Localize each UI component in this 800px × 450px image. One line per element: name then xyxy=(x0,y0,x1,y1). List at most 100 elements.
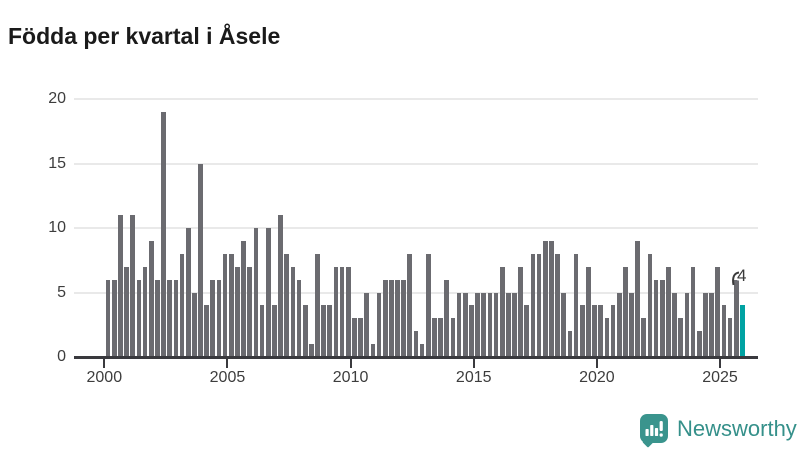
bar-2001-K4 xyxy=(148,241,154,357)
bar-2003-K2 xyxy=(185,228,191,357)
bar-2007-K2 xyxy=(284,253,290,357)
x-axis-tick-2005 xyxy=(226,358,229,368)
x-axis-tick-2015 xyxy=(472,358,475,368)
bar-2019-K1 xyxy=(573,253,579,357)
bar-2009-K2 xyxy=(333,266,339,357)
bar-2011-K2 xyxy=(382,279,388,357)
bar-2022-K1 xyxy=(647,253,653,357)
bar-2018-K1 xyxy=(549,241,554,357)
bar-2005-K1 xyxy=(228,253,234,357)
x-axis-tick-2020 xyxy=(595,358,598,368)
bar-2002-K2 xyxy=(161,112,166,357)
bar-2006-K4 xyxy=(272,305,277,357)
bar-2017-K2 xyxy=(530,253,536,357)
bar-2020-K1 xyxy=(598,305,604,357)
bar-2008-K2 xyxy=(308,344,314,357)
bar-2022-K3 xyxy=(659,279,665,357)
bar-2006-K3 xyxy=(265,228,271,357)
bar-2024-K2 xyxy=(703,292,708,357)
bar-2016-K1 xyxy=(499,266,505,357)
bar-2017-K4 xyxy=(542,241,548,357)
bar-chart-exclamation-icon xyxy=(640,414,668,448)
bar-2021-K4 xyxy=(641,318,647,357)
y-axis-label-0: 0 xyxy=(57,348,66,365)
bar-2020-K3 xyxy=(610,305,616,357)
bar-2019-K3 xyxy=(586,266,591,357)
bar-2001-K2 xyxy=(136,279,142,357)
bar-2004-K3 xyxy=(216,279,222,357)
bar-2024-K4 xyxy=(715,266,721,357)
bar-2002-K1 xyxy=(155,279,160,357)
bar-2018-K3 xyxy=(561,292,567,357)
bar-2013-K1 xyxy=(425,253,431,357)
bar-2017-K1 xyxy=(524,305,530,357)
y-axis-label-20: 20 xyxy=(48,90,66,108)
x-axis-tick-2025 xyxy=(719,358,721,368)
bar-2000-K2 xyxy=(111,279,117,357)
bar-2015-K1 xyxy=(475,292,480,357)
bar-2008-K3 xyxy=(315,253,320,357)
bar-2023-K1 xyxy=(672,292,677,357)
bar-2009-K4 xyxy=(345,266,351,357)
bar-2025-K1 xyxy=(721,305,727,357)
x-axis-tick-2010 xyxy=(349,358,352,368)
bar-2010-K2 xyxy=(358,318,363,357)
gridline-y-10 xyxy=(74,227,758,230)
annotation-leader-line xyxy=(729,271,741,292)
bar-2007-K3 xyxy=(290,266,296,357)
bar-2009-K1 xyxy=(327,305,333,357)
y-axis-label-10: 10 xyxy=(48,219,66,237)
x-axis-label-2000: 2000 xyxy=(86,369,123,386)
y-axis-label-15: 15 xyxy=(48,154,66,172)
bar-2025-K2 xyxy=(727,318,733,357)
bar-2010-K4 xyxy=(370,344,376,357)
bar-2016-K3 xyxy=(512,292,517,357)
bar-2017-K3 xyxy=(536,253,542,357)
bar-2001-K1 xyxy=(130,215,136,357)
bar-2004-K1 xyxy=(204,305,209,357)
bar-2018-K4 xyxy=(567,331,573,357)
bar-2007-K4 xyxy=(296,279,302,357)
bar-2000-K1 xyxy=(105,279,111,357)
bar-2002-K3 xyxy=(167,279,173,357)
x-axis-label-2025: 2025 xyxy=(702,369,738,386)
bar-2007-K1 xyxy=(278,215,283,357)
logo-text: Newsworthy xyxy=(677,416,797,441)
bar-2011-K3 xyxy=(389,279,394,357)
bar-2019-K2 xyxy=(579,305,585,357)
bar-2020-K4 xyxy=(616,292,622,357)
bar-2014-K3 xyxy=(462,292,468,357)
bar-2023-K4 xyxy=(690,266,696,357)
gridline-y-5 xyxy=(74,291,758,294)
bar-2010-K1 xyxy=(352,318,357,357)
bar-2021-K1 xyxy=(622,266,628,357)
bar-2000-K4 xyxy=(124,266,129,357)
bar-2008-K1 xyxy=(302,305,308,357)
y-axis-label-5: 5 xyxy=(57,283,66,301)
bar-2005-K2 xyxy=(235,266,240,357)
x-axis-label-2005: 2005 xyxy=(209,369,246,386)
bar-2012-K2 xyxy=(407,253,413,357)
bar-2019-K4 xyxy=(592,305,597,357)
bar-2014-K1 xyxy=(450,318,456,357)
bar-2006-K1 xyxy=(253,228,259,357)
x-axis-tick-2000 xyxy=(103,358,106,368)
bar-2014-K2 xyxy=(456,292,462,357)
bar-2025-K4 xyxy=(739,305,745,357)
bar-2022-K2 xyxy=(653,279,659,357)
bar-2002-K4 xyxy=(173,279,179,357)
bar-2024-K3 xyxy=(709,292,714,357)
bar-2023-K3 xyxy=(684,292,690,357)
bar-2001-K3 xyxy=(142,266,148,357)
bar-2013-K4 xyxy=(444,279,450,357)
gridline-y-15 xyxy=(74,162,758,165)
bar-2021-K2 xyxy=(629,292,634,357)
bar-2011-K4 xyxy=(395,279,400,357)
bar-2011-K1 xyxy=(376,292,382,357)
bar-2013-K3 xyxy=(438,318,443,357)
page-title: Födda per kvartal i Åsele xyxy=(8,23,281,50)
bar-2008-K4 xyxy=(321,305,326,357)
bar-2004-K2 xyxy=(210,279,216,357)
bar-2003-K1 xyxy=(179,253,185,357)
newsworthy-logo: Newsworthy xyxy=(640,413,797,448)
